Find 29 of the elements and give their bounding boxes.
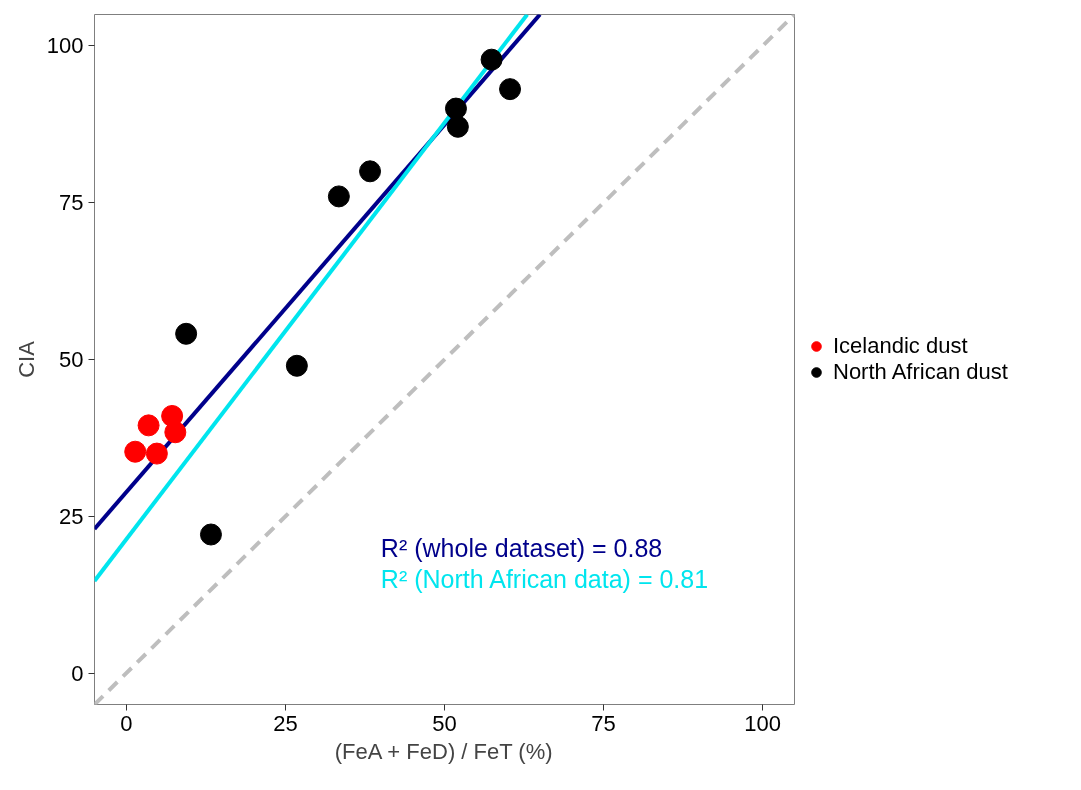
legend-label: North African dust	[833, 359, 1008, 385]
point	[164, 421, 187, 444]
point	[285, 354, 308, 377]
y-tick-label: 100	[46, 33, 84, 59]
point	[480, 48, 503, 71]
annotation: R² (whole dataset) = 0.88	[380, 534, 663, 563]
x-axis-title: (FeA + FeD) / FeT (%)	[334, 738, 553, 764]
y-tick-label: 25	[59, 503, 84, 529]
legend-label: Icelandic dust	[833, 333, 968, 359]
y-tick-label: 0	[71, 660, 84, 686]
point	[124, 440, 147, 463]
point	[446, 115, 469, 138]
point	[444, 97, 467, 120]
x-tick-label: 25	[273, 710, 298, 736]
point	[327, 185, 350, 208]
x-tick-label: 100	[744, 710, 782, 736]
y-tick-label: 75	[59, 190, 84, 216]
point	[359, 160, 382, 183]
point	[175, 322, 198, 345]
point	[199, 523, 222, 546]
y-axis-title: CIA	[13, 340, 39, 378]
x-tick-label: 75	[591, 710, 616, 736]
y-tick-label: 50	[59, 347, 84, 372]
x-tick-label: 50	[432, 710, 457, 736]
point	[499, 78, 522, 101]
point	[137, 414, 160, 437]
x-tick-label: 0	[120, 710, 133, 736]
point	[145, 442, 168, 465]
annotation: R² (North African data) = 0.81	[380, 565, 709, 594]
